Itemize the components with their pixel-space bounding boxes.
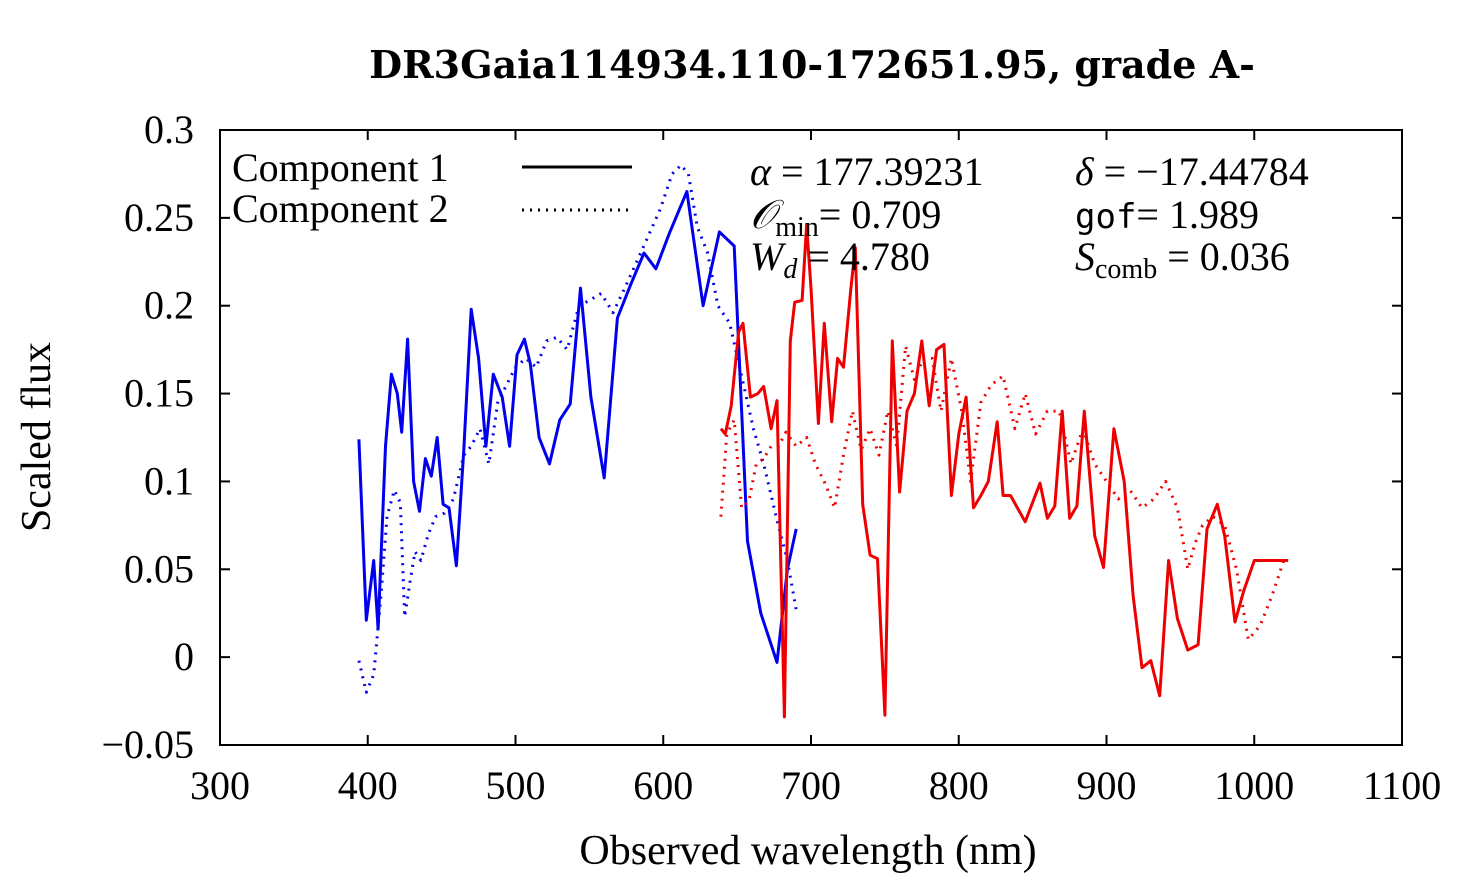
y-tick-label: 0.25	[124, 195, 194, 240]
chart-title: DR3Gaia114934.110-172651.95, grade A-	[369, 42, 1255, 87]
series-line-rp-component-1	[719, 223, 1289, 719]
x-tick-label: 900	[1077, 763, 1137, 808]
y-tick-label: 0.2	[144, 283, 194, 328]
annotation-gof: gof= 1.989	[1075, 192, 1259, 237]
x-tick-label: 300	[190, 763, 250, 808]
y-tick-label: 0.05	[124, 546, 194, 591]
annotation-wd: Wd = 4.780	[750, 234, 930, 285]
y-tick-label: 0.15	[124, 371, 194, 416]
annotation-delta: δ = −17.44784	[1075, 149, 1309, 194]
x-tick-label: 500	[486, 763, 546, 808]
x-tick-label: 1100	[1363, 763, 1442, 808]
annotation-omin: 𝒪min= 0.709	[750, 192, 941, 243]
annotation-alpha: α = 177.39231	[750, 149, 984, 194]
x-tick-label: 1000	[1214, 763, 1294, 808]
axis-ticks	[219, 129, 1403, 746]
y-tick-label: 0.3	[144, 107, 194, 152]
legend-label-component-2: Component 2	[232, 186, 449, 231]
y-tick-label: 0	[174, 634, 194, 679]
fit-annotations: α = 177.39231 δ = −17.44784 𝒪min= 0.709 …	[750, 149, 1309, 285]
x-tick-label: 600	[633, 763, 693, 808]
y-tick-label: −0.05	[101, 722, 194, 767]
x-tick-label: 700	[781, 763, 841, 808]
x-tick-label: 800	[929, 763, 989, 808]
annotation-scomb: Scomb = 0.036	[1075, 234, 1290, 285]
x-tick-label: 400	[338, 763, 398, 808]
y-axis-label: Scaled flux	[14, 342, 60, 532]
legend-label-component-1: Component 1	[232, 145, 449, 190]
legend: Component 1 Component 2	[232, 145, 632, 231]
x-axis-label: Observed wavelength (nm)	[579, 828, 1036, 874]
y-tick-label: 0.1	[144, 458, 194, 503]
axis-tick-labels: 300 400 500 600 700 800 900 1000 1100 −0.05 0 0.05 0…	[101, 107, 1441, 808]
series-layer	[357, 163, 1289, 719]
series-line-bp-component-1	[357, 190, 798, 664]
